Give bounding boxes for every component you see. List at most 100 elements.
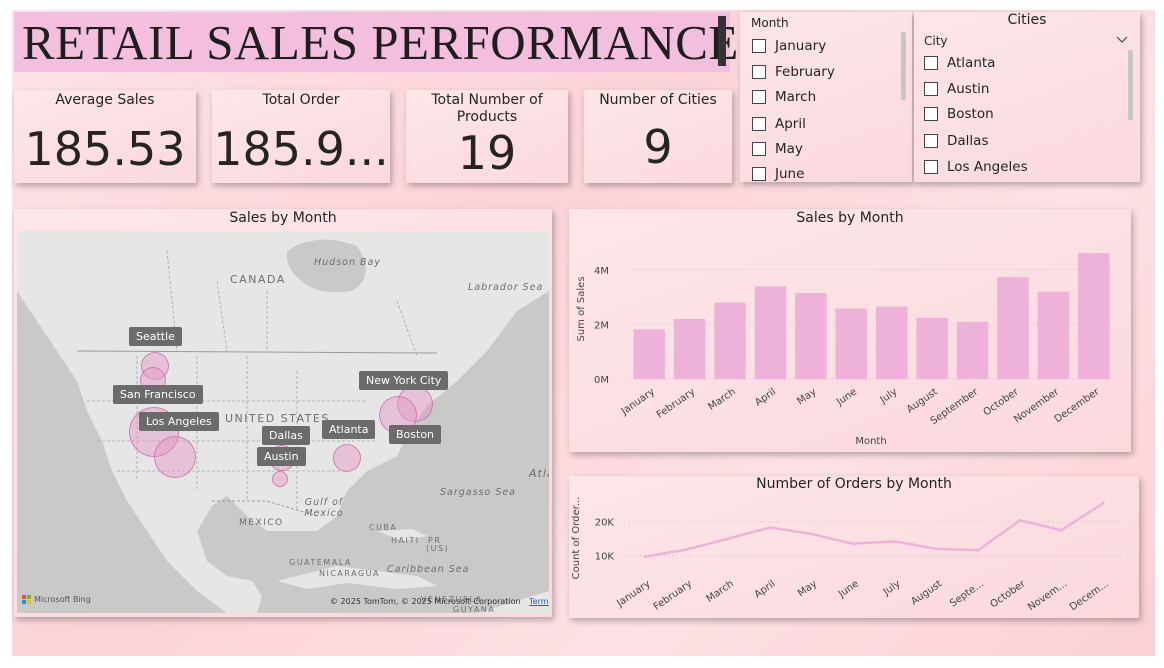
data-point [685, 548, 688, 552]
kpi-value: 185.53 [24, 122, 186, 176]
month-option-may[interactable]: May [752, 139, 803, 159]
map-city-label-atlanta: Atlanta [322, 420, 376, 439]
month-slicer-header: Month [751, 16, 789, 30]
chevron-down-icon[interactable] [1116, 34, 1128, 44]
checkbox[interactable] [752, 39, 766, 53]
month-option-label: May [775, 141, 803, 157]
kpi-label: Total Number of Products [431, 92, 543, 125]
x-tick-label: May [796, 578, 819, 599]
x-tick-label: May [795, 386, 818, 407]
map-label-guyana: GUYANA [453, 605, 496, 613]
map-city-label-los-angeles: Los Angeles [139, 412, 219, 431]
map-label-mexico: MEXICO [239, 518, 284, 528]
kpi-label: Total Order [262, 92, 340, 108]
x-tick-label: Septe... [948, 578, 986, 609]
bar-chart-title: Sales by Month [796, 210, 904, 226]
checkbox[interactable] [752, 65, 766, 79]
map-visual[interactable]: Sales by Month Hudson Bay Labrador Sea C… [14, 209, 552, 617]
x-tick-label: February [655, 386, 698, 420]
kpi-value: 9 [643, 120, 673, 174]
bar [835, 308, 868, 379]
kpi-value: 19 [457, 126, 517, 180]
bar [795, 292, 827, 379]
month-option-march[interactable]: March [752, 87, 816, 107]
checkbox[interactable] [924, 107, 938, 121]
bar [875, 306, 908, 379]
month-option-january[interactable]: January [752, 36, 826, 56]
data-point [976, 548, 980, 552]
x-tick-label: April [753, 578, 778, 600]
map-label-pr: PR [428, 536, 442, 545]
month-option-label: January [775, 38, 827, 54]
city-option-label: Boston [947, 106, 994, 122]
bubble-atlanta[interactable] [333, 444, 361, 472]
data-point [768, 526, 772, 530]
sales-by-month-bar-chart[interactable]: Sales by Month 0M 2M 4M January February Marc… [569, 209, 1131, 452]
data-point [726, 537, 730, 541]
city-option-dallas[interactable]: Dallas [924, 131, 988, 151]
bubble-los-angeles-2[interactable] [154, 436, 196, 478]
checkbox[interactable] [752, 167, 766, 181]
map-label-caribbean: Caribbean Sea [387, 564, 470, 575]
city-option-boston[interactable]: Boston [924, 104, 994, 124]
terms-link[interactable]: Terms [529, 597, 549, 606]
kpi-card-total-order[interactable]: Total Order 185.9... [212, 90, 390, 183]
map-label-venezuela: VENEZUELA [421, 595, 483, 604]
month-option-june[interactable]: June [752, 164, 804, 182]
city-option-austin[interactable]: Austin [924, 79, 989, 99]
orders-by-month-line-chart[interactable]: Number of Orders by Month 10K 20K January F… [569, 476, 1139, 618]
map-city-label-san-francisco: San Francisco [113, 385, 203, 404]
x-tick-label: March [705, 578, 736, 604]
checkbox[interactable] [924, 134, 938, 148]
x-tick-label: August [905, 386, 940, 415]
city-option-atlanta[interactable]: Atlanta [924, 53, 995, 73]
map-title: Sales by Month [229, 210, 337, 226]
y-tick-label: 2M [594, 320, 609, 331]
bubble-austin[interactable] [272, 471, 288, 487]
map-label-canada: CANADA [230, 273, 286, 286]
kpi-card-number-of-cities[interactable]: Number of Cities 9 [584, 90, 732, 183]
checkbox[interactable] [924, 82, 938, 96]
month-option-february[interactable]: February [752, 62, 835, 82]
data-point [1060, 528, 1063, 532]
map-label-atlantic: Atla [529, 467, 549, 480]
data-point [1018, 518, 1022, 522]
title-accent-bar [718, 16, 726, 66]
report-title: RETAIL SALES PERFORMANCE [22, 15, 739, 70]
map-area[interactable]: Hudson Bay Labrador Sea CANADA UNITED ST… [17, 231, 549, 613]
map-label-labrador-sea: Labrador Sea [468, 282, 544, 293]
line-chart-svg: 10K 20K January February March April May June Ju… [571, 497, 1124, 613]
x-tick-label: January [619, 386, 657, 417]
line-chart-title: Number of Orders by Month [756, 476, 952, 492]
map-copyright: © 2025 TomTom, © 2025 Microsoft Corporat… [330, 597, 549, 606]
city-option-label: Austin [947, 81, 990, 97]
city-slicer-scrollbar[interactable] [1128, 50, 1133, 120]
x-axis-title: Month [855, 436, 886, 447]
checkbox[interactable] [924, 160, 938, 174]
x-tick-label: April [753, 386, 778, 408]
bing-label: Microsoft Bing [34, 595, 91, 604]
checkbox[interactable] [924, 56, 938, 70]
checkbox[interactable] [752, 90, 766, 104]
checkbox[interactable] [752, 117, 766, 131]
map-label-nicaragua: NICARAGUA [319, 569, 380, 578]
city-slicer[interactable]: Cities City Atlanta Austin Boston Dallas… [914, 12, 1140, 182]
map-city-label-seattle: Seattle [129, 327, 182, 346]
data-point [810, 532, 813, 536]
y-axis-title: Sum of Sales [576, 276, 587, 341]
month-slicer[interactable]: Month January February March April May J… [740, 12, 912, 182]
bar [633, 329, 665, 379]
map-label-sargasso: Sargasso Sea [440, 487, 517, 498]
kpi-card-average-sales[interactable]: Average Sales 185.53 [14, 90, 196, 183]
x-tick-label: December [1053, 386, 1103, 425]
map-label-united-states: UNITED STATES [225, 412, 330, 425]
city-option-los-angeles[interactable]: Los Angeles [924, 157, 1028, 177]
month-slicer-scrollbar[interactable] [901, 32, 906, 100]
checkbox[interactable] [752, 142, 766, 156]
map-city-label-dallas: Dallas [262, 426, 310, 445]
month-option-april[interactable]: April [752, 114, 806, 134]
kpi-card-total-products[interactable]: Total Number of Products 19 [406, 90, 568, 183]
x-tick-label: Novem... [1026, 578, 1069, 613]
windows-logo-icon [22, 595, 31, 604]
city-option-label: Atlanta [947, 55, 996, 71]
